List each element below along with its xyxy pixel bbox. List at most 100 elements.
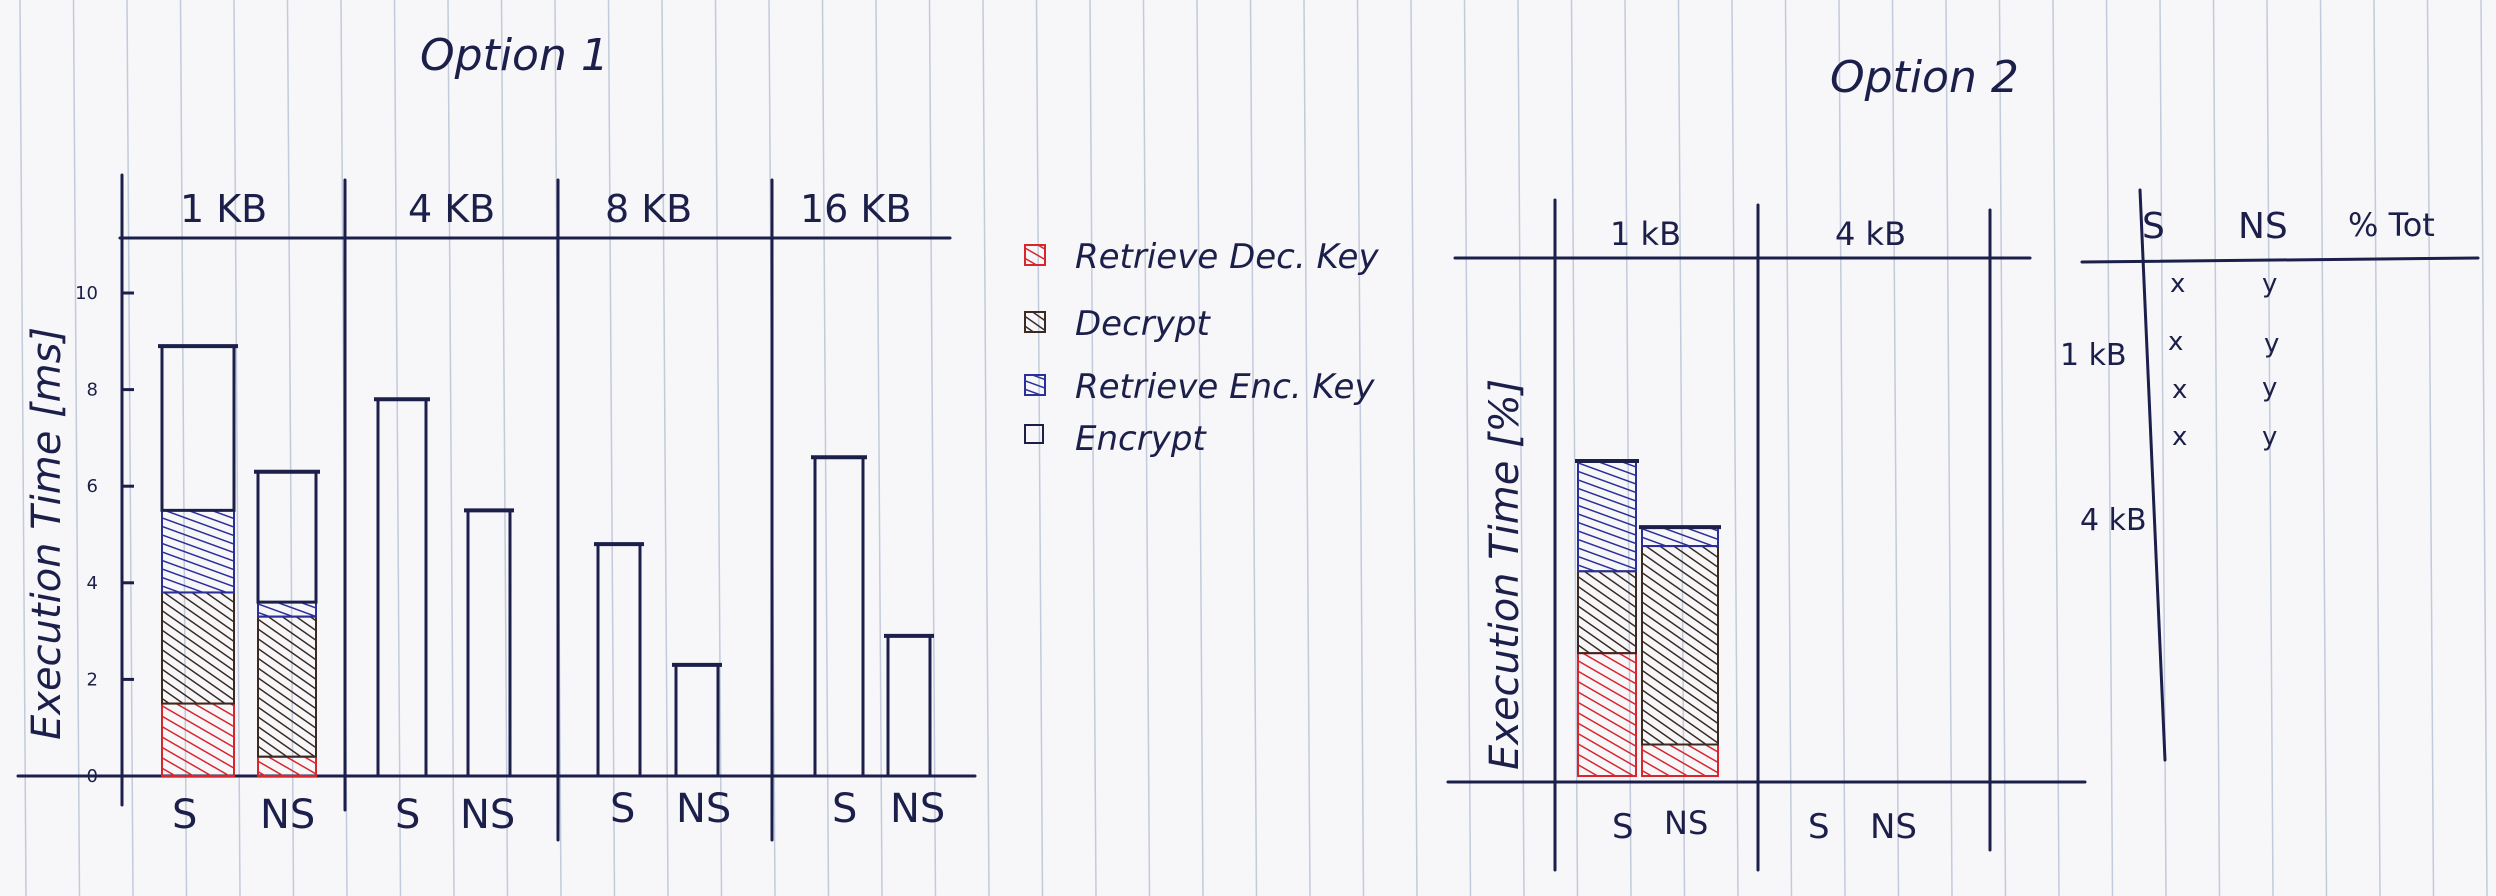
option1-group-1kb: 1 KB: [180, 187, 267, 231]
ruled-line: [1891, 0, 1900, 896]
ruled-line: [982, 0, 990, 896]
option2-bar-segment: [1577, 652, 1637, 778]
ruled-line: [2212, 0, 2221, 896]
option1-y-tick-label: 0: [87, 766, 98, 787]
option1-y-tick-label: 6: [87, 476, 98, 497]
option2-xlabel-1kb-ns: NS: [1664, 804, 1708, 842]
side-table-cell-r3-s: x: [2172, 375, 2187, 405]
option1-xlabel-1kb-ns: NS: [260, 792, 315, 838]
option2-bars: [1575, 459, 1721, 778]
legend-swatch-encrypt: [1024, 424, 1044, 444]
ruled-line: [1784, 0, 1793, 896]
ruled-line: [714, 0, 723, 896]
side-table-cell-r3-ns: y: [2262, 373, 2277, 403]
ruled-line: [1196, 0, 1204, 896]
side-table-header-ns: NS: [2238, 206, 2288, 247]
legend-label-retrieve-dec-key: Retrieve Dec. Key: [1075, 237, 1379, 277]
ruled-line: [1303, 0, 1311, 896]
ruled-line: [1035, 0, 1044, 896]
legend-swatch-retrieve-dec-key: [1024, 244, 1046, 266]
ruled-line: [928, 0, 937, 896]
ruled-line: [393, 0, 402, 896]
notebook-rules: [19, 0, 2488, 896]
option1-bar-segment: [257, 755, 317, 777]
ruled-line: [1570, 0, 1579, 896]
option1-title: Option 1: [420, 30, 609, 81]
ruled-line: [233, 0, 241, 896]
side-table: S NS % Tot 1 kB 4 kB x y x y x y x y: [2060, 188, 2480, 762]
option1-y-ticks: 0 2 4 6 8 10: [75, 283, 134, 787]
option1-group-16kb: 16 KB: [800, 187, 911, 231]
side-table-header-pct: % Tot: [2348, 206, 2435, 244]
ruled-line: [500, 0, 509, 896]
option1-group-8kb: 8 KB: [605, 187, 692, 231]
ruled-line: [72, 0, 81, 896]
side-table-cell-r2-ns: y: [2264, 329, 2279, 359]
ruled-line: [1356, 0, 1365, 896]
option1-y-axis-label: Execution Time [ms]: [24, 327, 70, 740]
option2-chart: Option 2 Execution Time [%] 1 kB 4 kB S …: [1446, 52, 2087, 872]
ruled-line: [821, 0, 830, 896]
ruled-line: [1998, 0, 2007, 896]
option2-bar-segment: [1641, 526, 1719, 548]
legend-swatch-decrypt: [1024, 311, 1046, 333]
option1-xlabel-16kb-ns: NS: [890, 786, 945, 832]
option1-xlabel-1kb-s: S: [172, 792, 197, 838]
ruled-line: [1731, 0, 1739, 896]
option1-bar-segment: [257, 615, 317, 758]
side-table-cell-r1-ns: y: [2262, 269, 2277, 299]
side-table-row-1kb: 1 kB: [2060, 338, 2127, 373]
option1-bar-segment: [161, 509, 235, 594]
legend: Retrieve Dec. Key Decrypt Retrieve Enc. …: [1024, 237, 1379, 459]
ruled-line: [19, 0, 27, 896]
ruled-line: [607, 0, 616, 896]
ruled-line: [1089, 0, 1097, 896]
option1-bar-segment: [161, 591, 235, 705]
side-table-cell-r4-s: x: [2172, 422, 2187, 452]
side-table-header-s: S: [2142, 206, 2165, 247]
option1-bar-segment: [257, 601, 317, 618]
option1-xlabel-8kb-s: S: [610, 786, 635, 832]
ruled-line: [1945, 0, 1953, 896]
option2-bar-segment: [1577, 460, 1637, 573]
option2-y-axis-label: Execution Time [%]: [1482, 379, 1528, 770]
option1-y-tick-label: 8: [87, 380, 98, 401]
option1-xlabel-4kb-ns: NS: [460, 792, 515, 838]
ruled-line: [1463, 0, 1472, 896]
ruled-line: [2426, 0, 2435, 896]
option2-xlabel-1kb-s: S: [1612, 807, 1634, 847]
option1-xlabel-16kb-s: S: [832, 786, 857, 832]
option2-group-1kb: 1 kB: [1610, 215, 1681, 253]
ruled-line: [1249, 0, 1258, 896]
ruled-line: [1517, 0, 1525, 896]
option2-bar-segment: [1641, 545, 1719, 746]
ruled-line: [661, 0, 669, 896]
option2-bar-segment: [1577, 570, 1637, 655]
legend-label-retrieve-enc-key: Retrieve Enc. Key: [1075, 367, 1375, 407]
side-table-cell-r1-s: x: [2170, 269, 2185, 299]
option2-bar-segment: [1641, 743, 1719, 777]
option1-bar-segment: [161, 702, 235, 777]
ruled-line: [2319, 0, 2328, 896]
ruled-line: [875, 0, 883, 896]
option1-y-tick-label: 10: [75, 283, 98, 304]
legend-label-encrypt: Encrypt: [1075, 419, 1207, 459]
ruled-line: [2266, 0, 2274, 896]
ruled-line: [1838, 0, 1846, 896]
side-table-vertical-line: [2138, 188, 2167, 762]
option1-y-tick-label: 2: [87, 669, 98, 690]
option2-group-4kb: 4 kB: [1835, 215, 1906, 253]
option1-chart: Option 1 Execution Time [ms] 1 KB 4 KB 8…: [16, 30, 977, 842]
legend-label-decrypt: Decrypt: [1075, 304, 1211, 344]
option1-xlabel-4kb-s: S: [395, 792, 420, 838]
option1-bars: [158, 344, 934, 778]
side-table-header-line: [2080, 256, 2480, 264]
ruled-line: [2480, 0, 2488, 896]
option1-group-4kb: 4 KB: [408, 187, 495, 231]
option1-xlabel-8kb-ns: NS: [676, 786, 731, 832]
option2-title: Option 2: [1830, 52, 2019, 103]
option2-xlabel-4kb-s: S: [1808, 807, 1830, 847]
ruled-line: [2052, 0, 2060, 896]
